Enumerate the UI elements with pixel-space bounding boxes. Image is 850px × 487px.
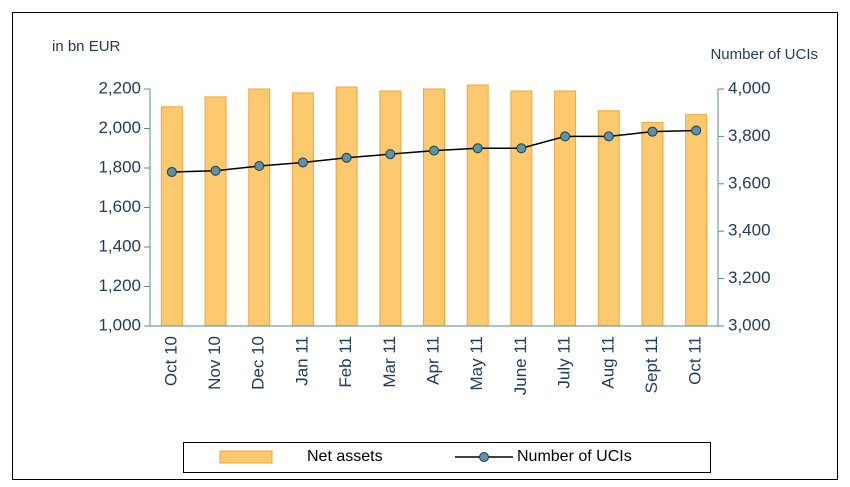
x-tick-label: Oct 11: [686, 336, 705, 385]
line-marker: [472, 143, 483, 154]
bar: [466, 84, 489, 327]
x-tick-label: Sept 11: [642, 336, 661, 393]
y2-tick-label: 4,000: [728, 78, 771, 97]
x-tick-label: May 11: [467, 336, 486, 391]
y-tick-label: 2,000: [98, 118, 141, 137]
x-tick-label: Aug 11: [598, 336, 617, 389]
y-tick-label: 2,200: [98, 78, 141, 97]
legend-label: Net assets: [307, 448, 383, 465]
y-tick-label: 1,600: [98, 197, 141, 216]
bar: [554, 90, 577, 327]
bar: [641, 122, 664, 327]
bar: [291, 92, 314, 327]
bar: [423, 88, 445, 327]
line-marker: [210, 165, 221, 176]
bar: [685, 114, 708, 327]
line-marker: [429, 145, 439, 156]
line-marker: [385, 149, 396, 160]
bar: [204, 96, 227, 327]
line-marker: [603, 131, 614, 142]
y2-axis-title: Number of UCIs: [710, 46, 818, 63]
line-marker: [691, 125, 702, 136]
bar: [510, 90, 533, 327]
y2-tick-label: 3,200: [728, 268, 771, 287]
y2-tick-label: 3,400: [728, 221, 771, 240]
bar: [160, 106, 183, 327]
bar: [248, 88, 271, 327]
y2-tick-label: 3,600: [728, 173, 771, 192]
legend-swatch: [219, 450, 273, 464]
y2-tick-label: 3,800: [728, 126, 771, 145]
y-tick-label: 1,200: [98, 276, 141, 295]
bar: [597, 110, 620, 327]
legend-label: Number of UCIs: [517, 448, 632, 465]
y-tick-label: 1,400: [98, 236, 141, 255]
x-tick-label: Feb 11: [336, 336, 355, 388]
x-tick-label: July 11: [555, 336, 574, 389]
line-marker: [560, 131, 571, 142]
y-tick-label: 1,800: [98, 157, 141, 176]
line-marker: [254, 161, 265, 172]
line-marker: [341, 152, 352, 163]
legend-marker: [479, 452, 489, 462]
x-tick-label: Nov 10: [205, 336, 224, 390]
bar: [379, 90, 402, 327]
x-tick-label: Dec 10: [249, 336, 268, 390]
x-tick-label: Mar 11: [380, 336, 399, 388]
x-tick-label: Jan 11: [292, 336, 311, 386]
x-tick-label: June 11: [511, 336, 530, 395]
line-marker: [516, 143, 527, 154]
y2-tick-label: 3,000: [728, 315, 771, 334]
bar: [335, 86, 358, 327]
x-tick-label: Apr 11: [423, 336, 442, 385]
line-marker: [297, 157, 308, 168]
y-axis-title: in bn EUR: [52, 38, 121, 55]
y-tick-label: 1,000: [98, 315, 141, 334]
x-tick-label: Oct 10: [161, 336, 180, 386]
line-marker: [166, 166, 177, 177]
line-marker: [647, 126, 658, 137]
